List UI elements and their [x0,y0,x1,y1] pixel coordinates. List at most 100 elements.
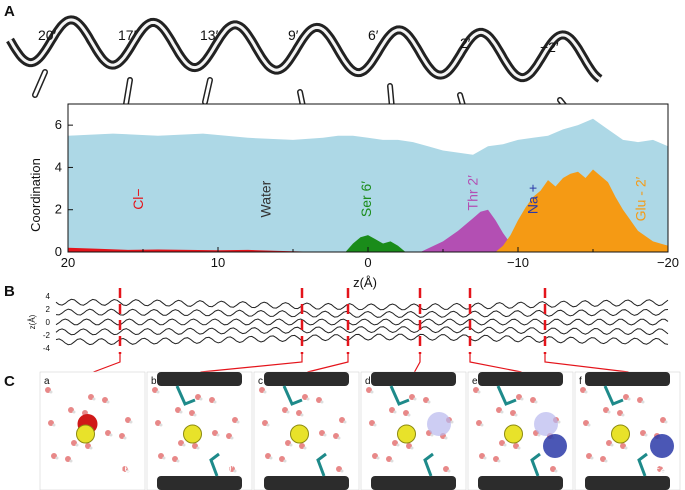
water-molecule [155,420,161,426]
water-molecule [71,440,77,446]
series-label-na: Na + [525,184,541,214]
water-molecule [386,456,392,462]
x-tick-label-2: 0 [364,255,371,270]
water-molecule [195,394,201,400]
water-hydrogen [480,423,484,427]
side-chain-bottom [423,452,434,477]
sodium-ion [397,424,416,444]
water-hydrogen [306,397,310,401]
water-hydrogen [554,469,558,473]
water-hydrogen [447,469,451,473]
water-molecule [493,456,499,462]
protein-top [478,372,563,386]
water-molecule [48,420,54,426]
water-molecule [336,466,342,472]
water-molecule [443,466,449,472]
water-hydrogen [624,446,628,450]
connector-0 [93,354,121,373]
water-hydrogen [289,443,293,447]
helix-label-17: 17′ [118,27,137,43]
protein-bottom [264,476,349,490]
snapshot-residue-label: 2′ [431,464,439,475]
protein-top [371,372,456,386]
water-hydrogen [500,410,504,414]
water-hydrogen [55,456,59,460]
snapshot-b: b 9′ [146,371,253,490]
water-hydrogen [514,413,518,417]
pore-trace-4 [55,333,669,346]
helix-ribbon-highlight [8,18,601,81]
water-molecule [178,440,184,446]
water-molecule [262,420,268,426]
helix-label-neg2: −2′ [540,39,559,55]
helix-label-2: 2′ [460,35,471,51]
water-hydrogen [520,397,524,401]
water-molecule [51,453,57,459]
series-label-water: Water [258,180,274,217]
water-molecule [513,443,519,449]
water-molecule [473,387,479,393]
connector-2 [307,354,349,373]
pore-trace-1 [55,308,669,318]
water-hydrogen [664,420,668,424]
side-chain-bottom [637,452,648,477]
sodium-ion [504,424,523,444]
water-hydrogen [396,443,400,447]
water-molecule [392,440,398,446]
water-molecule [65,456,71,462]
water-hydrogen [49,390,53,394]
water-hydrogen [343,420,347,424]
water-hydrogen [92,397,96,401]
area-water [68,118,668,252]
series-label-cl: Cl− [130,188,146,209]
water-molecule [510,410,516,416]
water-molecule [403,410,409,416]
x-tick-label-0: 20 [61,255,75,270]
water-molecule [45,387,51,393]
water-hydrogen [444,436,448,440]
halo-ion [427,412,451,436]
water-hydrogen [450,420,454,424]
side-chain-top [389,385,410,406]
water-molecule [409,394,415,400]
panel-letter-a: A [4,3,15,20]
blue-ion [650,434,674,458]
protein-bottom [585,476,670,490]
water-molecule [637,397,643,403]
connector-3 [413,354,421,373]
water-hydrogen [233,469,237,473]
water-hydrogen [337,436,341,440]
y-axis-label: Coordination [28,158,43,232]
x-tick-label-1: 10 [211,255,225,270]
water-molecule [302,394,308,400]
water-hydrogen [517,446,521,450]
water-molecule [550,466,556,472]
side-chain-bottom [316,452,327,477]
water-hydrogen [300,413,304,417]
water-hydrogen [72,410,76,414]
water-molecule [88,394,94,400]
water-hydrogen [69,459,73,463]
water-molecule [279,456,285,462]
water-hydrogen [179,410,183,414]
helix-label-20: 20′ [38,27,57,43]
water-molecule [530,397,536,403]
water-molecule [423,397,429,403]
water-molecule [209,397,215,403]
sodium-ion [76,424,95,444]
halo-ion [534,412,558,436]
water-hydrogen [407,413,411,417]
water-molecule [499,440,505,446]
water-molecule [583,420,589,426]
water-hydrogen [370,390,374,394]
water-hydrogen [503,443,507,447]
water-hydrogen [176,459,180,463]
water-hydrogen [323,433,327,437]
snapshot-d: d 6′ 2′ [360,371,467,490]
water-molecule [660,417,666,423]
connector-5 [544,354,629,373]
water-hydrogen [557,420,561,424]
water-hydrogen [320,400,324,404]
water-molecule [389,407,395,413]
water-molecule [479,453,485,459]
